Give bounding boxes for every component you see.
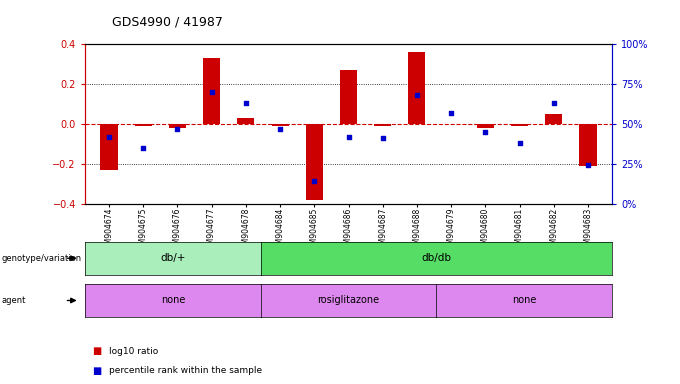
Bar xyxy=(374,124,391,126)
Point xyxy=(206,89,217,95)
Text: agent: agent xyxy=(1,296,26,305)
Bar xyxy=(409,52,426,124)
Point xyxy=(275,126,286,132)
Text: rosiglitazone: rosiglitazone xyxy=(318,295,379,306)
Point xyxy=(583,162,594,168)
Point xyxy=(241,100,252,106)
Point xyxy=(138,145,149,151)
Text: none: none xyxy=(512,295,537,306)
Bar xyxy=(237,118,254,124)
Bar xyxy=(579,124,596,166)
Bar xyxy=(477,124,494,128)
Bar xyxy=(135,124,152,126)
Text: none: none xyxy=(160,295,185,306)
Text: ■: ■ xyxy=(92,346,101,356)
Text: log10 ratio: log10 ratio xyxy=(109,347,158,356)
Point xyxy=(445,109,456,116)
Point xyxy=(343,134,354,140)
Text: db/db: db/db xyxy=(422,253,452,263)
Point xyxy=(548,100,559,106)
Text: genotype/variation: genotype/variation xyxy=(1,254,82,263)
Bar xyxy=(340,70,357,124)
Bar xyxy=(271,124,288,126)
Text: ■: ■ xyxy=(92,366,101,376)
Text: GDS4990 / 41987: GDS4990 / 41987 xyxy=(112,16,223,29)
Point xyxy=(172,126,183,132)
Point xyxy=(411,92,422,98)
Point xyxy=(103,134,114,140)
Point xyxy=(377,135,388,141)
Text: percentile rank within the sample: percentile rank within the sample xyxy=(109,366,262,375)
Bar xyxy=(203,58,220,124)
Bar xyxy=(545,114,562,124)
Point xyxy=(514,140,525,146)
Bar xyxy=(511,124,528,126)
Bar xyxy=(169,124,186,128)
Point xyxy=(480,129,491,135)
Point xyxy=(309,178,320,184)
Bar xyxy=(306,124,323,200)
Bar xyxy=(101,124,118,170)
Text: db/+: db/+ xyxy=(160,253,186,263)
